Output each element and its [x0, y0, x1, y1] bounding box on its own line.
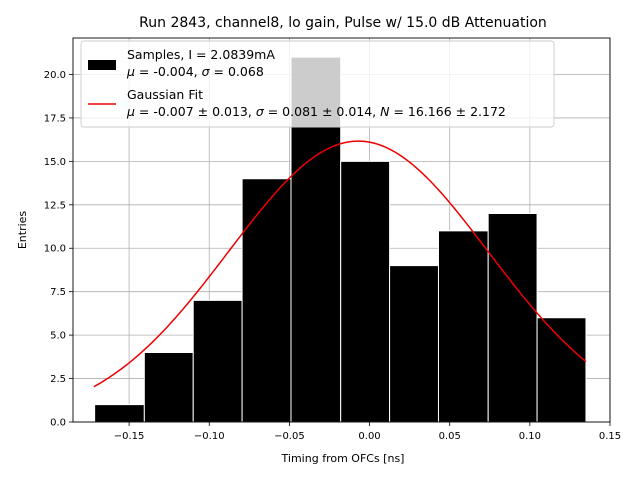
legend-fit-mu-value: = -0.007 ± 0.013,: [135, 104, 256, 119]
legend-samples-mu-symbol: μ: [126, 64, 135, 79]
x-axis-label: Timing from OFCs [ns]: [281, 452, 405, 465]
histogram-bar: [389, 265, 439, 423]
histogram-bar: [192, 299, 243, 423]
legend-samples-label: Samples, I = 2.0839mA: [127, 47, 275, 62]
x-tick-label: −0.10: [194, 431, 225, 442]
legend-samples-stats: μ = -0.004, σ = 0.068: [126, 64, 264, 79]
x-tick-label: 0.10: [519, 431, 541, 442]
legend-fit-sigma-value: = 0.081 ± 0.014,: [264, 104, 380, 119]
histogram-bar: [94, 404, 145, 423]
fit-curve-line: [93, 140, 587, 388]
gaussian-fit: [93, 140, 587, 388]
y-tick-label: 15.0: [44, 157, 66, 168]
x-tick-label: −0.05: [274, 431, 305, 442]
y-tick-label: 2.5: [50, 374, 66, 385]
legend-fit-n-value: = 16.166 ± 2.172: [389, 104, 505, 119]
histogram-bar: [340, 160, 391, 423]
legend-box: [80, 40, 555, 128]
y-tick-label: 12.5: [44, 200, 66, 211]
chart-title: Run 2843, channel8, lo gain, Pulse w/ 15…: [139, 15, 547, 31]
legend-fit-params: μ = -0.007 ± 0.013, σ = 0.081 ± 0.014, N…: [126, 104, 506, 119]
legend-fit-mu-symbol: μ: [126, 104, 135, 119]
x-tick-label: 0.15: [599, 431, 621, 442]
y-axis-ticks: 0.0 2.5 5.0 7.5 10.0 12.5 15.0 17.5 20.0: [44, 70, 73, 429]
histogram-bars: [94, 56, 587, 423]
legend-samples-mu-value: = -0.004,: [135, 64, 202, 79]
histogram-bar: [241, 178, 292, 423]
y-tick-label: 10.0: [44, 244, 66, 255]
histogram-bar: [536, 317, 587, 423]
y-tick-label: 7.5: [50, 287, 66, 298]
legend-fit-n-symbol: N: [380, 104, 390, 119]
y-tick-label: 17.5: [44, 113, 66, 124]
y-tick-label: 20.0: [44, 70, 66, 81]
x-tick-label: 0.00: [358, 431, 380, 442]
x-axis-ticks: −0.15 −0.10 −0.05 0.00 0.05 0.10 0.15: [114, 422, 621, 442]
legend-fit-sigma-symbol: σ: [256, 104, 265, 119]
legend-samples-sigma-symbol: σ: [202, 64, 211, 79]
legend-samples-sigma-value: = 0.068: [210, 64, 264, 79]
y-tick-label: 5.0: [50, 331, 66, 342]
legend-bar-swatch: [88, 60, 116, 70]
x-tick-label: −0.15: [114, 431, 145, 442]
histogram-bar: [143, 351, 194, 423]
plot-frame: [72, 37, 611, 423]
y-axis-label: Entries: [16, 211, 29, 250]
histogram-bar: [437, 230, 489, 423]
legend-fit-label: Gaussian Fit: [127, 87, 203, 102]
x-tick-label: 0.05: [439, 431, 461, 442]
histogram-bar: [487, 212, 538, 423]
legend: Samples, I = 2.0839mA μ = -0.004, σ = 0.…: [80, 40, 555, 128]
y-tick-label: 0.0: [50, 418, 66, 429]
